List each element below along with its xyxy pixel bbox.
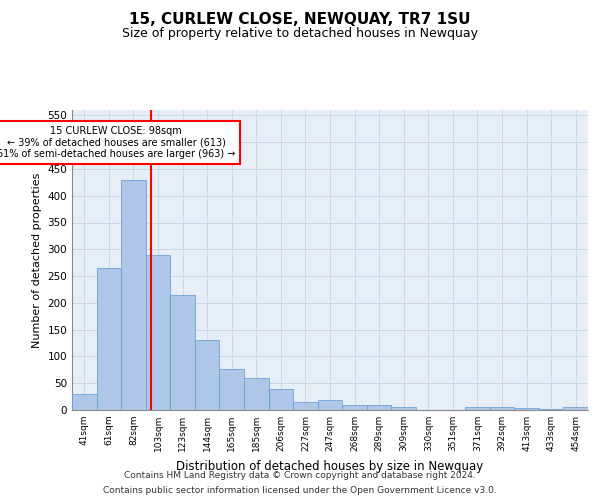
Bar	[367, 404, 391, 410]
Bar	[146, 254, 170, 410]
Bar	[563, 408, 588, 410]
Text: Size of property relative to detached houses in Newquay: Size of property relative to detached ho…	[122, 28, 478, 40]
Text: 15 CURLEW CLOSE: 98sqm
← 39% of detached houses are smaller (613)
61% of semi-de: 15 CURLEW CLOSE: 98sqm ← 39% of detached…	[0, 126, 235, 160]
Bar	[72, 394, 97, 410]
Bar	[170, 295, 195, 410]
Bar	[293, 402, 318, 410]
Bar	[97, 268, 121, 410]
Bar	[220, 369, 244, 410]
Bar	[465, 408, 490, 410]
Bar	[342, 404, 367, 410]
Bar	[195, 340, 220, 410]
Bar	[318, 400, 342, 410]
Y-axis label: Number of detached properties: Number of detached properties	[32, 172, 42, 348]
Bar	[269, 388, 293, 410]
X-axis label: Distribution of detached houses by size in Newquay: Distribution of detached houses by size …	[176, 460, 484, 472]
Bar	[490, 408, 514, 410]
Bar	[244, 378, 269, 410]
Text: 15, CURLEW CLOSE, NEWQUAY, TR7 1SU: 15, CURLEW CLOSE, NEWQUAY, TR7 1SU	[129, 12, 471, 28]
Bar	[391, 408, 416, 410]
Bar	[514, 408, 539, 410]
Text: Contains public sector information licensed under the Open Government Licence v3: Contains public sector information licen…	[103, 486, 497, 495]
Bar	[121, 180, 146, 410]
Text: Contains HM Land Registry data © Crown copyright and database right 2024.: Contains HM Land Registry data © Crown c…	[124, 471, 476, 480]
